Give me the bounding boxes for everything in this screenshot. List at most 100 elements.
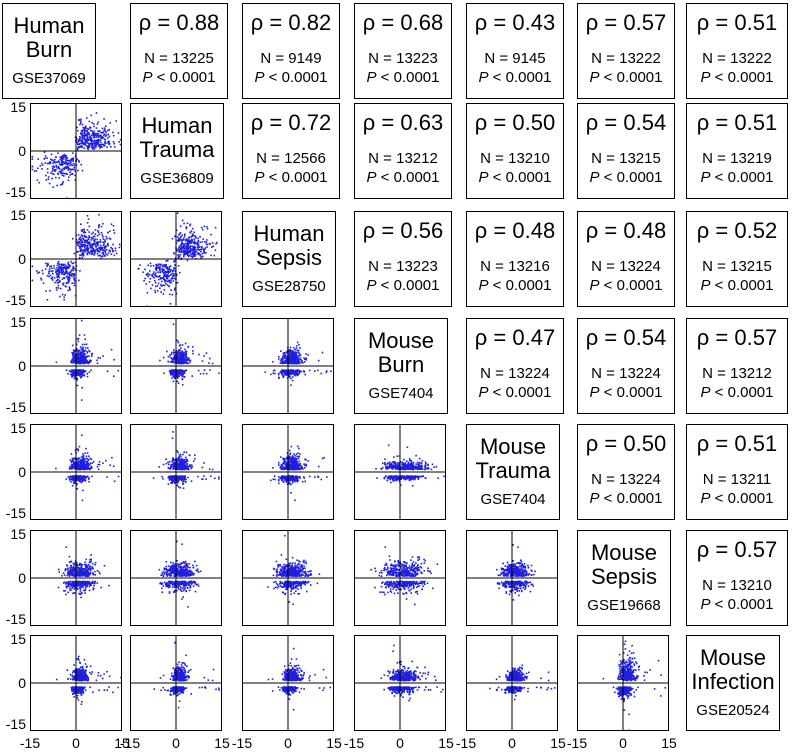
scatter-point bbox=[178, 370, 181, 372]
scatter-point bbox=[65, 159, 68, 162]
scatter-point bbox=[186, 468, 189, 471]
scatter-point bbox=[86, 360, 88, 362]
scatter-point bbox=[47, 262, 49, 265]
scatter-point bbox=[183, 243, 186, 246]
scatter-point bbox=[82, 460, 85, 462]
scatter-point bbox=[282, 370, 284, 373]
scatter-point bbox=[303, 370, 305, 372]
scatter-point bbox=[166, 350, 168, 353]
scatter-point bbox=[90, 141, 93, 144]
scatter-point bbox=[77, 462, 79, 465]
scatter-point bbox=[99, 244, 102, 247]
scatter-point bbox=[156, 275, 158, 278]
scatter-point bbox=[161, 267, 163, 270]
scatter-point bbox=[99, 139, 102, 142]
scatter-point bbox=[73, 463, 76, 466]
scatter-point bbox=[177, 462, 180, 465]
scatter-point bbox=[196, 244, 199, 246]
scatter-point bbox=[82, 231, 85, 234]
scatter-point bbox=[69, 277, 71, 279]
scatter-point bbox=[172, 275, 174, 277]
scatter-point bbox=[291, 360, 294, 362]
p-symbol: P bbox=[589, 384, 600, 401]
scatter-point bbox=[303, 463, 305, 465]
scatter-point bbox=[77, 359, 80, 361]
scatter-point bbox=[75, 369, 78, 372]
scatter-point bbox=[169, 468, 171, 470]
scatter-point bbox=[82, 468, 85, 470]
scatter-point bbox=[182, 355, 185, 358]
scatter-point bbox=[290, 371, 292, 374]
scatter-point bbox=[296, 374, 299, 377]
scatter-point bbox=[86, 355, 88, 357]
scatter-point bbox=[88, 251, 90, 254]
scatter-point bbox=[80, 132, 83, 135]
scatter-point bbox=[193, 248, 195, 251]
scatter-point bbox=[304, 480, 306, 483]
scatter-point bbox=[176, 371, 179, 374]
scatter-point bbox=[186, 259, 189, 262]
scatter-point bbox=[92, 237, 94, 240]
scatter-point bbox=[69, 475, 72, 477]
scatter-point bbox=[91, 462, 93, 464]
scatter-point bbox=[288, 360, 291, 362]
scatter-point bbox=[288, 355, 290, 358]
scatter-point bbox=[205, 252, 207, 254]
scatter-point bbox=[182, 463, 184, 465]
scatter-point bbox=[296, 466, 299, 469]
scatter-point bbox=[48, 275, 50, 278]
scatter-point bbox=[186, 252, 189, 254]
scatter-point bbox=[184, 342, 187, 345]
scatter-point bbox=[71, 457, 74, 460]
scatter-point bbox=[200, 248, 203, 251]
scatter-point bbox=[102, 143, 104, 146]
scatter-point bbox=[205, 243, 208, 245]
scatter-point bbox=[97, 230, 99, 232]
scatter-point bbox=[75, 464, 78, 467]
scatter-point bbox=[280, 468, 283, 470]
scatter-point bbox=[86, 375, 89, 378]
scatter-point bbox=[78, 240, 81, 243]
scatter-point bbox=[185, 227, 188, 230]
scatter-point bbox=[187, 465, 189, 468]
correlation-box: ρ = 0.51 N = 13211 P < 0.0001 bbox=[686, 424, 788, 520]
scatter-point bbox=[180, 347, 182, 349]
scatter-point bbox=[298, 475, 301, 478]
scatter-point bbox=[298, 447, 300, 450]
scatter-point bbox=[92, 249, 94, 252]
scatter-point bbox=[67, 280, 69, 283]
scatter-point bbox=[200, 257, 202, 259]
scatter-point bbox=[71, 376, 73, 378]
scatter-point bbox=[80, 223, 82, 225]
scatter-point bbox=[320, 478, 323, 481]
scatter-point bbox=[87, 139, 89, 141]
scatter-point bbox=[303, 467, 306, 469]
sample-count: N = 9149 bbox=[260, 50, 322, 67]
scatter-point bbox=[104, 135, 107, 138]
scatter-point bbox=[162, 284, 164, 287]
scatter-point bbox=[186, 359, 188, 361]
scatter-point bbox=[90, 369, 92, 372]
scatter-point bbox=[214, 226, 217, 229]
scatter-point bbox=[173, 475, 176, 477]
scatter-point bbox=[106, 237, 108, 240]
scatter-point bbox=[295, 360, 297, 362]
scatter-point bbox=[84, 478, 87, 480]
scatter-point bbox=[283, 458, 285, 461]
scatter-point bbox=[87, 362, 90, 365]
scatter-point bbox=[208, 468, 211, 470]
scatter-point bbox=[83, 131, 86, 134]
scatter-point bbox=[112, 131, 114, 134]
scatter-point bbox=[172, 468, 175, 470]
scatter-point bbox=[289, 362, 291, 364]
scatter-point bbox=[65, 285, 67, 288]
scatter-point bbox=[93, 136, 96, 139]
scatter-point bbox=[86, 347, 89, 349]
scatter-point bbox=[167, 360, 169, 363]
scatter-point bbox=[90, 246, 92, 249]
scatter-point bbox=[93, 139, 96, 142]
scatter-point bbox=[279, 371, 282, 373]
scatter-point bbox=[88, 120, 91, 123]
dataset-name-line-2: Sepsis bbox=[255, 245, 323, 270]
scatter-point bbox=[107, 137, 109, 139]
